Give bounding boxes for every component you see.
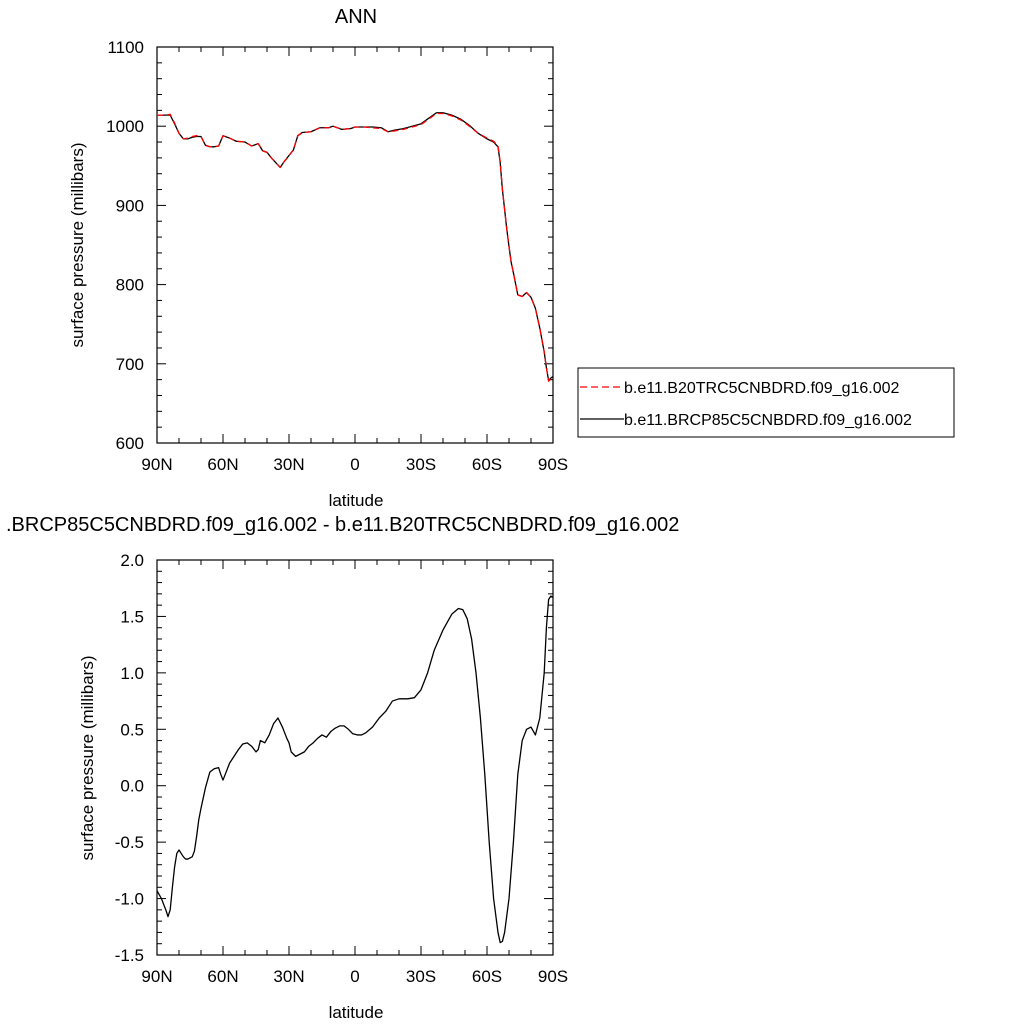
x-tick-label: 60N xyxy=(207,455,238,474)
y-tick-label: 900 xyxy=(116,196,144,215)
y-axis-label: surface pressure (millibars) xyxy=(68,143,87,348)
x-tick-label: 90N xyxy=(141,967,172,986)
legend-label-1: b.e11.BRCP85C5CNBDRD.f09_g16.002 xyxy=(624,412,912,429)
x-tick-label: 30N xyxy=(273,455,304,474)
x-tick-label: 60S xyxy=(472,967,502,986)
y-axis-label: surface pressure (millibars) xyxy=(78,656,97,861)
series-line-1 xyxy=(157,112,554,382)
x-tick-label: 30S xyxy=(406,967,436,986)
y-tick-label: 1000 xyxy=(106,117,144,136)
y-tick-label: -0.5 xyxy=(115,833,144,852)
x-tick-label: 0 xyxy=(350,455,359,474)
y-tick-label: 0.0 xyxy=(120,777,144,796)
y-tick-label: -1.0 xyxy=(115,890,144,909)
chart-ann: ANN latitude surface pressure (millibars… xyxy=(68,6,955,510)
x-axis-label: latitude xyxy=(329,1003,384,1022)
y-tick-label: 600 xyxy=(116,434,144,453)
legend-label-0: b.e11.B20TRC5CNBDRD.f09_g16.002 xyxy=(624,380,900,397)
y-tick-label: 1.5 xyxy=(120,607,144,626)
x-axis-label: latitude xyxy=(329,491,384,510)
legend-box xyxy=(577,367,955,438)
chart-title: .BRCP85C5CNBDRD.f09_g16.002 - b.e11.B20T… xyxy=(6,514,679,536)
x-tick-label: 30S xyxy=(406,455,436,474)
chart-title: ANN xyxy=(335,6,377,28)
x-tick-label: 30N xyxy=(273,967,304,986)
x-tick-label: 60S xyxy=(472,455,502,474)
axes: 90N 60N 30N 0 30S 60S 90S -1.5 -1.0 -0.5 0.0 0.5 1.0… xyxy=(115,551,568,986)
x-tick-label: 90S xyxy=(538,967,568,986)
y-tick-label: 2.0 xyxy=(120,551,144,570)
series-layer xyxy=(156,595,554,944)
y-tick-label: 1100 xyxy=(107,38,144,57)
y-tick-label: 800 xyxy=(116,276,144,295)
x-tick-label: 0 xyxy=(350,967,359,986)
x-tick-label: 90S xyxy=(538,455,568,474)
series-line-0 xyxy=(157,112,554,382)
y-tick-label: 1.0 xyxy=(120,664,144,683)
y-tick-label: -1.5 xyxy=(115,946,144,965)
legend: b.e11.B20TRC5CNBDRD.f09_g16.002 b.e11.BR… xyxy=(577,367,955,438)
series-layer xyxy=(157,112,554,382)
series-line-0 xyxy=(156,595,554,944)
x-tick-label: 60N xyxy=(207,967,238,986)
x-tick-label: 90N xyxy=(141,455,172,474)
axes: 90N 60N 30N 0 30S 60S 90S 600 700 800 900 1000 1100 xyxy=(106,38,568,474)
plot-frame xyxy=(156,46,554,444)
y-tick-label: 700 xyxy=(116,355,144,374)
y-tick-label: 0.5 xyxy=(120,720,144,739)
chart-difference: .BRCP85C5CNBDRD.f09_g16.002 - b.e11.B20T… xyxy=(6,514,679,1022)
